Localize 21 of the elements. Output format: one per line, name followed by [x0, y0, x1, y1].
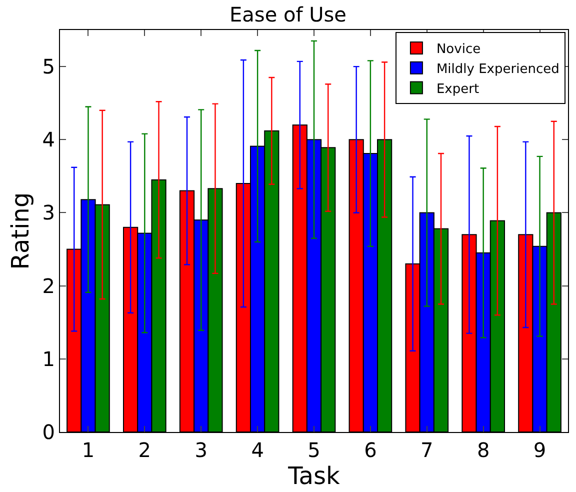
y-tick-label: 0 [42, 420, 55, 444]
legend-label: Mildly Experienced [436, 62, 560, 77]
x-tick-label: 1 [82, 438, 95, 462]
x-tick-label: 5 [308, 438, 320, 462]
x-tick-label: 2 [138, 438, 152, 462]
legend-label: Novice [436, 42, 481, 58]
y-axis-title: Rating [6, 192, 34, 270]
y-tick-label: 3 [42, 200, 55, 225]
x-axis-title: Task [287, 462, 340, 490]
x-tick-label: 6 [364, 438, 377, 462]
x-tick-label: 4 [251, 438, 264, 462]
x-tick-label: 7 [420, 438, 434, 462]
x-tick-label: 3 [194, 438, 208, 462]
y-tick-label: 2 [42, 274, 55, 298]
legend-label: Expert [436, 82, 480, 97]
x-tick-label: 9 [533, 438, 546, 462]
y-tick-label: 4 [42, 128, 55, 152]
chart-title: Ease of Use [230, 2, 346, 26]
y-tick-label: 1 [42, 346, 55, 371]
y-tick-label: 5 [42, 54, 55, 79]
x-tick-label: 8 [476, 438, 490, 462]
